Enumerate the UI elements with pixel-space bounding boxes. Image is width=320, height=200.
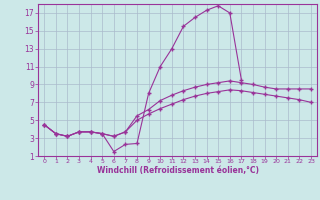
X-axis label: Windchill (Refroidissement éolien,°C): Windchill (Refroidissement éolien,°C): [97, 166, 259, 175]
